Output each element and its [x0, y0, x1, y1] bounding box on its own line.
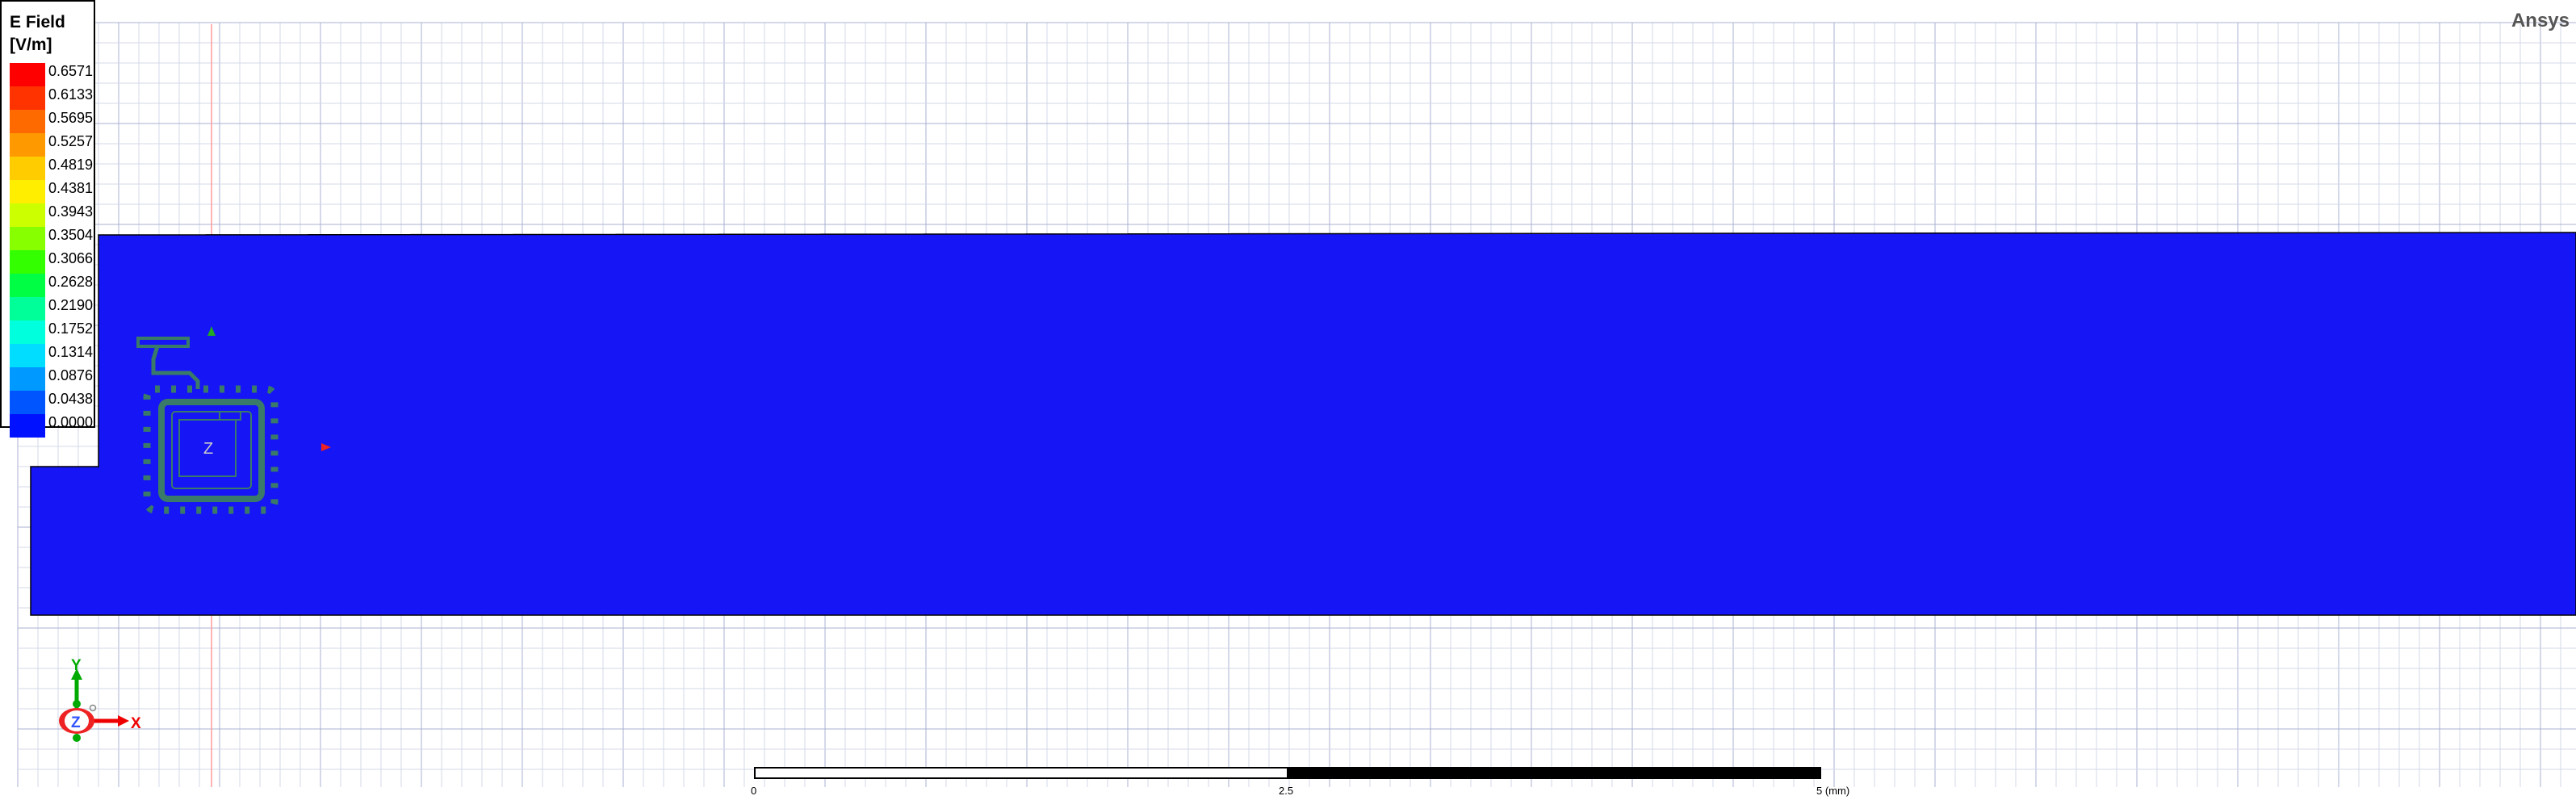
- legend-swatch: [10, 63, 45, 86]
- triad-z-label: Z: [71, 714, 81, 731]
- legend-swatch: [10, 203, 45, 227]
- legend-tick-label: 0.2190: [48, 297, 94, 313]
- legend-tick-label: 0.4819: [48, 157, 94, 173]
- legend-swatch: [10, 344, 45, 367]
- coil-pad: [136, 337, 190, 348]
- legend-swatch: [10, 320, 45, 344]
- legend-swatch: [10, 157, 45, 180]
- field-plot-region: [30, 232, 2576, 616]
- legend-swatch: [10, 274, 45, 297]
- legend-swatch: [10, 297, 45, 320]
- brand-logo: Ansys: [2511, 10, 2570, 31]
- y-axis-marker-icon: [207, 326, 216, 336]
- legend-swatch: [10, 414, 45, 438]
- legend-tick-label: 0.0876: [48, 367, 94, 383]
- legend-tick-label: 0.1314: [48, 344, 94, 360]
- axis-triad: X Y Z: [59, 657, 141, 742]
- coil-lead: [151, 346, 200, 389]
- legend-tick-label: 0.1752: [48, 320, 94, 337]
- legend-tick-label: 0.5695: [48, 110, 94, 126]
- legend-swatch: [10, 250, 45, 274]
- legend-swatch: [10, 227, 45, 250]
- legend-unit: [V/m]: [10, 36, 52, 54]
- legend-tick-label: 0.3504: [48, 227, 94, 243]
- scale-bar-white-segment: [754, 767, 1288, 779]
- legend-swatch: [10, 367, 45, 391]
- scale-bar: [754, 767, 1821, 779]
- legend-tick-label: 0.4381: [48, 180, 94, 196]
- scale-label-0: 0: [751, 785, 757, 797]
- coil-port: [219, 411, 241, 421]
- coil-inner-box: [178, 419, 237, 477]
- x-axis-marker-icon: [321, 443, 331, 451]
- scale-label-5mm: 5 (mm): [1816, 785, 1850, 797]
- scale-label-2-5: 2.5: [1279, 785, 1294, 797]
- legend-tick-label: 0.6571: [48, 63, 94, 79]
- legend-swatch: [10, 133, 45, 157]
- legend-swatch: [10, 110, 45, 133]
- legend-swatch: [10, 391, 45, 414]
- scale-bar-black-segment: [1287, 767, 1821, 779]
- triad-x-label: X: [131, 715, 141, 732]
- local-axis-marker: Z: [203, 440, 213, 458]
- legend-tick-label: 0.6133: [48, 86, 94, 103]
- legend-tick-label: 0.0000: [48, 414, 94, 430]
- coil-geometry: Z: [136, 337, 279, 514]
- legend-title: E Field: [10, 13, 65, 31]
- coil-middle-turn: [158, 399, 265, 502]
- legend-tick-label: 0.3943: [48, 203, 94, 220]
- legend-swatch: [10, 180, 45, 203]
- legend-tick-label: 0.0438: [48, 391, 94, 407]
- color-legend[interactable]: E Field [V/m] 0.6571 0.6133 0.5695 0.5257 0.…: [0, 0, 95, 438]
- triad-y-label: Y: [71, 657, 82, 674]
- legend-tick-label: 0.5257: [48, 133, 94, 149]
- legend-swatch: [10, 86, 45, 110]
- legend-tick-label: 0.2628: [48, 274, 94, 290]
- coil-inner-turn: [171, 411, 252, 489]
- legend-tick-label: 0.3066: [48, 250, 94, 266]
